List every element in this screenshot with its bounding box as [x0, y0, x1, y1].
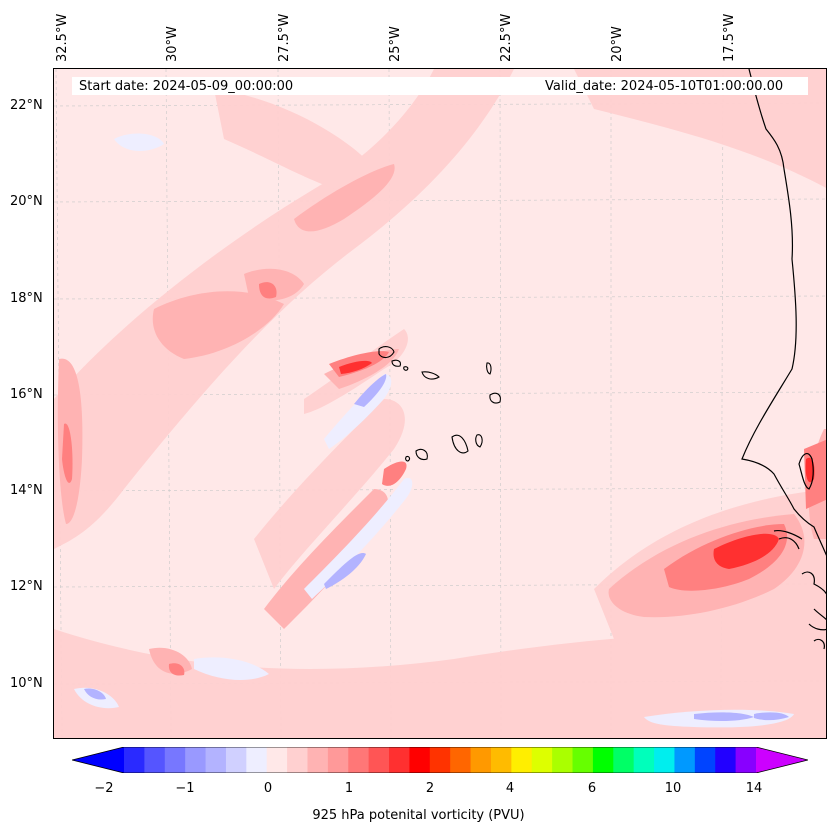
lon-label-32-5w: 32.5°W [55, 13, 70, 62]
lat-label-18n: 18°N [10, 291, 43, 306]
colorbar-segment [511, 747, 533, 773]
colorbar-segment [674, 747, 696, 773]
pv-field-2 [339, 360, 815, 569]
colorbar [72, 747, 808, 773]
lat-label-14n: 14°N [10, 483, 43, 498]
colorbar-segment [470, 747, 492, 773]
colorbar-segment [348, 747, 370, 773]
pv-field-negative-strong [84, 374, 789, 722]
lon-label-27-5w: 27.5°W [277, 13, 292, 62]
colorbar-extend-min [72, 747, 124, 773]
lon-label-22-5w: 22.5°W [499, 13, 514, 62]
colorbar-tick-label: 0 [263, 781, 273, 796]
colorbar-segment [450, 747, 472, 773]
lat-label-20n: 20°N [10, 194, 43, 209]
colorbar-segment [531, 747, 553, 773]
colorbar-segment [654, 747, 675, 773]
colorbar-segment [307, 747, 329, 773]
colorbar-segment [389, 747, 410, 773]
colorbar-segment [225, 747, 247, 773]
lat-label-22n: 22°N [10, 98, 43, 113]
colorbar-segment [287, 747, 308, 773]
colorbar-tick-label: 4 [505, 781, 515, 796]
colorbar-segment [266, 747, 288, 773]
colorbar-segment [694, 747, 716, 773]
colorbar-segment [735, 747, 757, 773]
colorbar-segment [368, 747, 390, 773]
lat-label-12n: 12°N [10, 579, 43, 594]
colorbar-segment [633, 747, 655, 773]
colorbar-tick-label: −1 [175, 781, 195, 796]
pv-contour-map [54, 69, 826, 738]
colorbar-segment [205, 747, 227, 773]
colorbar-tick-label: 6 [587, 781, 597, 796]
colorbar-tick-label: 2 [425, 781, 435, 796]
colorbar-segment [592, 747, 614, 773]
lon-label-20w: 20°W [610, 26, 625, 62]
colorbar-segment [490, 747, 512, 773]
colorbar-label: 925 hPa potenital vorticity (PVU) [312, 808, 525, 823]
pv-field-0-5 [54, 69, 826, 738]
lat-label-10n: 10°N [10, 676, 43, 691]
map-panel [53, 68, 827, 739]
colorbar-extend-max [756, 747, 808, 773]
date-header-box [72, 77, 808, 95]
colorbar-segment [429, 747, 451, 773]
lon-label-30w: 30°W [165, 26, 180, 62]
colorbar-segment [409, 747, 431, 773]
colorbar-segment [124, 747, 145, 773]
colorbar-segment [572, 747, 594, 773]
lat-label-16n: 16°N [10, 387, 43, 402]
colorbar-tick-label: 10 [664, 781, 682, 796]
cape-verde-islands [378, 346, 501, 462]
coastline [741, 69, 826, 650]
lon-label-25w: 25°W [388, 26, 403, 62]
colorbar-segment [246, 747, 268, 773]
colorbar-segment [144, 747, 166, 773]
colorbar-tick-label: 14 [745, 781, 763, 796]
colorbar-segment [164, 747, 186, 773]
start-date-text: Start date: 2024-05-09_00:00:00 [79, 79, 294, 94]
colorbar-segment [715, 747, 737, 773]
colorbar-segment [185, 747, 207, 773]
colorbar-segment [327, 747, 349, 773]
lon-label-17-5w: 17.5°W [722, 13, 737, 62]
colorbar-tick-label: −2 [94, 781, 114, 796]
valid-date-text: Valid_date: 2024-05-10T01:00:00.00 [545, 79, 784, 94]
colorbar-tick-label: 1 [344, 781, 354, 796]
colorbar-segment [613, 747, 635, 773]
colorbar-segment [552, 747, 574, 773]
